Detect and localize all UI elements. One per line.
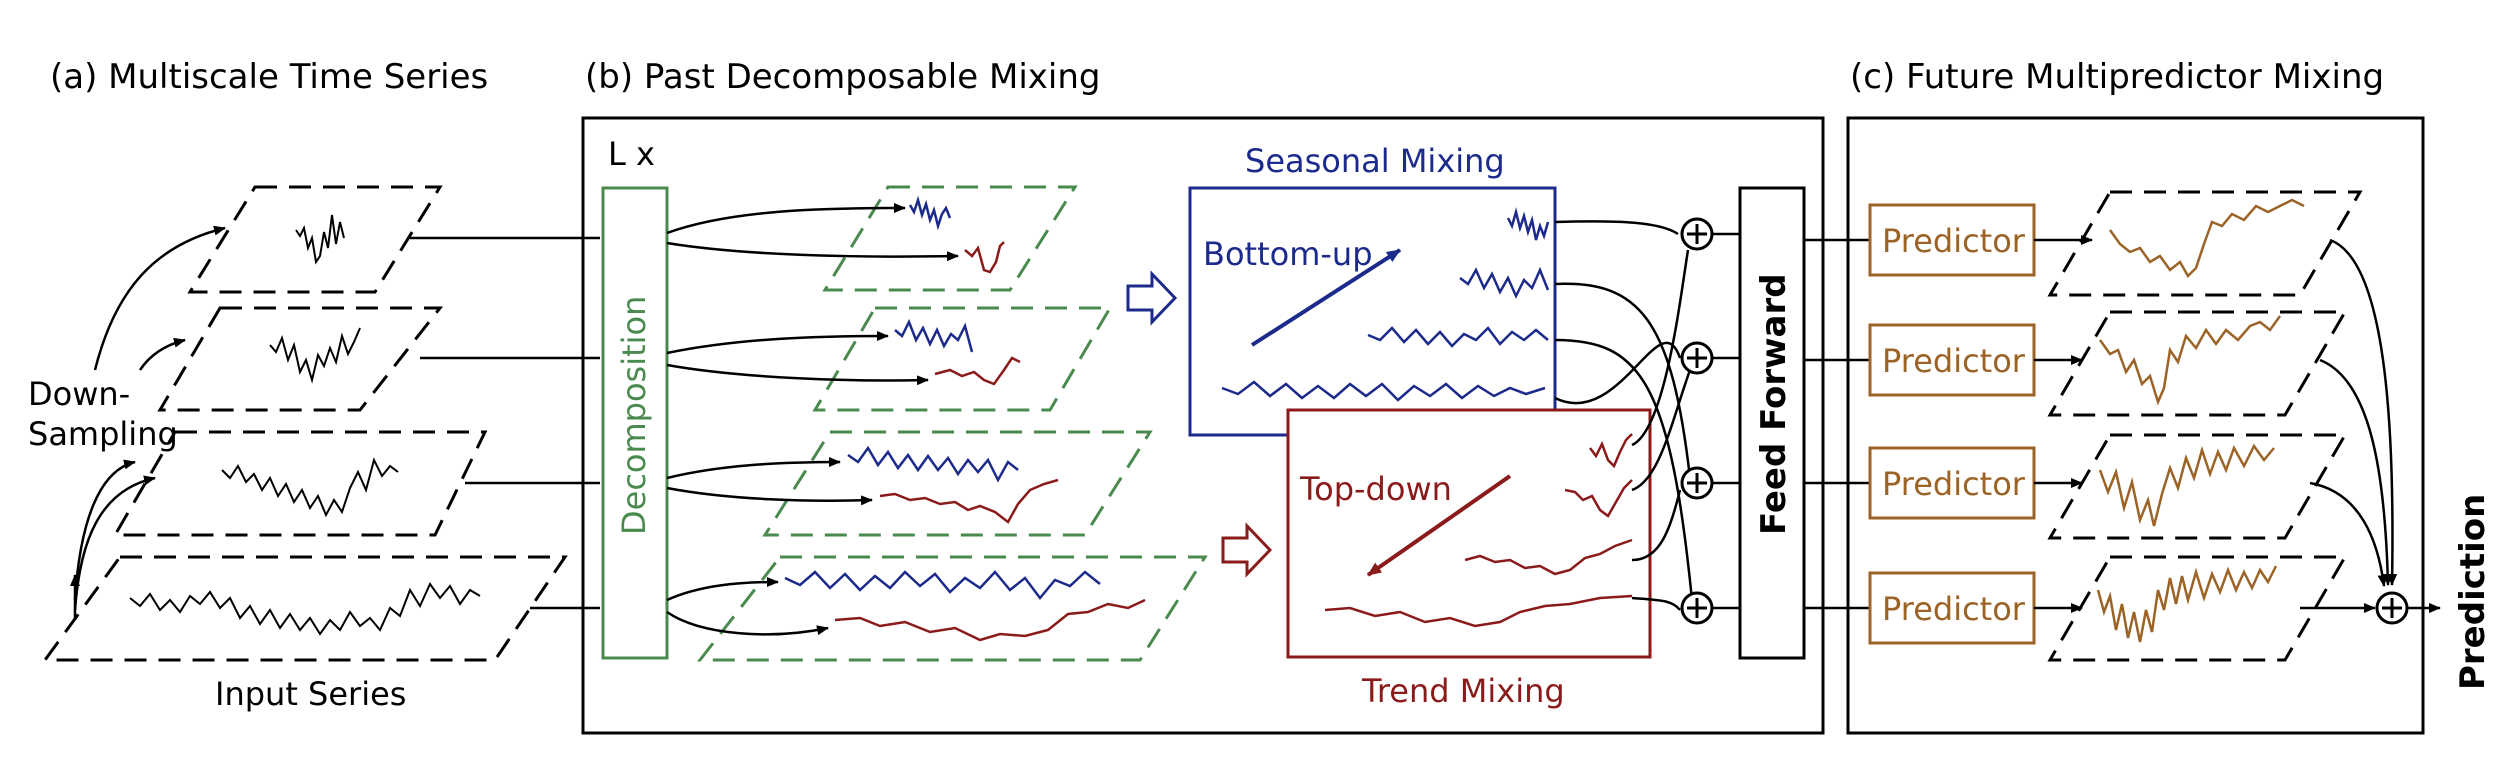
predictor-box xyxy=(1868,446,2036,520)
prediction-label: Prediction xyxy=(2453,494,2493,690)
feed-forward-block xyxy=(1738,186,1806,660)
waveform-scale-2 xyxy=(221,457,399,518)
trend-component-1 xyxy=(834,598,1146,642)
multiscale-series-stack xyxy=(42,185,568,662)
layers-label: L x xyxy=(608,135,655,173)
downsample-arrow-1 xyxy=(93,225,226,371)
downsample-arrow-2 xyxy=(138,337,186,371)
downsampling-label-line1: Down- xyxy=(28,375,130,413)
section-title-a: (a) Multiscale Time Series xyxy=(50,57,488,97)
seasonal-flow-arrow-icon xyxy=(1126,270,1178,326)
predictor-label: Predictor xyxy=(1882,465,2026,503)
seasonal-component-2 xyxy=(847,445,1019,483)
trend-mixing-title: Trend Mixing xyxy=(1361,672,1565,710)
final-sum-node xyxy=(2375,591,2409,625)
predictor-3: Predictor xyxy=(1868,446,2036,520)
trend-flow-arrow-icon xyxy=(1221,522,1273,578)
seasonal-components xyxy=(784,195,1101,601)
seasonal-mixing-title: Seasonal Mixing xyxy=(1245,142,1505,180)
forecast-to-sum-links xyxy=(2300,238,2398,613)
feed-forward-label: Feed Forward xyxy=(1754,273,1794,535)
trend-component-4 xyxy=(964,241,1005,274)
waveform-scale-3 xyxy=(269,327,361,384)
bottom-up-arrow xyxy=(1250,248,1402,347)
top-down-arrow xyxy=(1366,474,1512,577)
decomposed-plane-1 xyxy=(696,555,1208,662)
scale-plane-1 xyxy=(42,555,568,662)
decomposition-block xyxy=(601,186,669,660)
sum-node-3 xyxy=(1680,466,1714,500)
forecast-plane-3 xyxy=(2047,433,2348,540)
section-title-c: (c) Future Multipredictor Mixing xyxy=(1850,57,2384,97)
sum-node-2 xyxy=(1680,341,1714,375)
scale-plane-4 xyxy=(187,185,443,294)
waveform-scale-1 xyxy=(129,582,481,636)
sum-node-1 xyxy=(1680,217,1714,251)
forecast-plane-4 xyxy=(2047,555,2348,662)
downsampling-arrows xyxy=(70,225,226,620)
forecast-waveform-4 xyxy=(2096,565,2278,643)
forecast-plane-1 xyxy=(2047,190,2363,297)
section-title-b: (b) Past Decomposable Mixing xyxy=(585,57,1100,97)
bottom-up-label: Bottom-up xyxy=(1203,235,1373,273)
waveform-scale-4 xyxy=(295,214,345,265)
predictor-box xyxy=(1868,571,2036,645)
sum-node-4 xyxy=(1680,591,1714,625)
decomposition-label: Decomposition xyxy=(615,296,653,535)
forecast-waveform-3 xyxy=(2098,443,2275,527)
seasonal-mixing-block xyxy=(1188,186,1557,437)
scale-plane-2 xyxy=(112,430,488,537)
pdm-block-frame xyxy=(581,116,1825,735)
forecast-waveforms xyxy=(2096,198,2305,643)
predictor-4: Predictor xyxy=(1868,571,2036,645)
fmm-block-frame xyxy=(1846,116,2425,735)
top-down-label: Top-down xyxy=(1299,470,1452,508)
trend-components xyxy=(834,241,1146,642)
predictor-label: Predictor xyxy=(1882,222,2026,260)
downsample-arrow-4 xyxy=(73,475,156,611)
trend-component-3 xyxy=(934,356,1021,386)
input-to-decomposition-links xyxy=(410,236,600,610)
predictor-label: Predictor xyxy=(1882,590,2026,628)
sum-to-feedforward-links xyxy=(1712,232,1740,610)
decomposed-plane-4 xyxy=(822,185,1078,292)
predictor-2: Predictor xyxy=(1868,323,2036,397)
downsampling-label-line2: Sampling xyxy=(28,415,178,453)
trend-mixing-waveforms xyxy=(1324,433,1633,628)
seasonal-component-1 xyxy=(784,570,1101,601)
mixing-to-sum-links xyxy=(1554,220,1694,611)
forecast-waveform-1 xyxy=(2108,198,2305,279)
forecast-plane-2 xyxy=(2047,310,2348,417)
input-series-label: Input Series xyxy=(215,675,406,713)
trend-component-2 xyxy=(879,478,1059,524)
forecast-planes xyxy=(2047,190,2363,662)
trend-mixing-block xyxy=(1286,408,1652,659)
forecast-waveform-2 xyxy=(2098,315,2282,406)
seasonal-component-3 xyxy=(894,318,974,353)
seasonal-mixing-waveforms xyxy=(1221,207,1550,402)
decomposed-plane-3 xyxy=(812,306,1113,412)
decomposition-output-arrows xyxy=(666,203,959,636)
decomposed-plane-2 xyxy=(762,430,1153,537)
feedforward-to-predictor-links xyxy=(1804,238,1870,610)
seasonal-component-4 xyxy=(908,195,952,231)
predictor-1: Predictor xyxy=(1868,203,2036,277)
scale-plane-3 xyxy=(157,306,444,412)
multiscale-waveforms xyxy=(129,214,481,636)
predictor-label: Predictor xyxy=(1882,342,2026,380)
downsample-arrow-3 xyxy=(73,459,136,601)
predictor-box xyxy=(1868,203,2036,277)
